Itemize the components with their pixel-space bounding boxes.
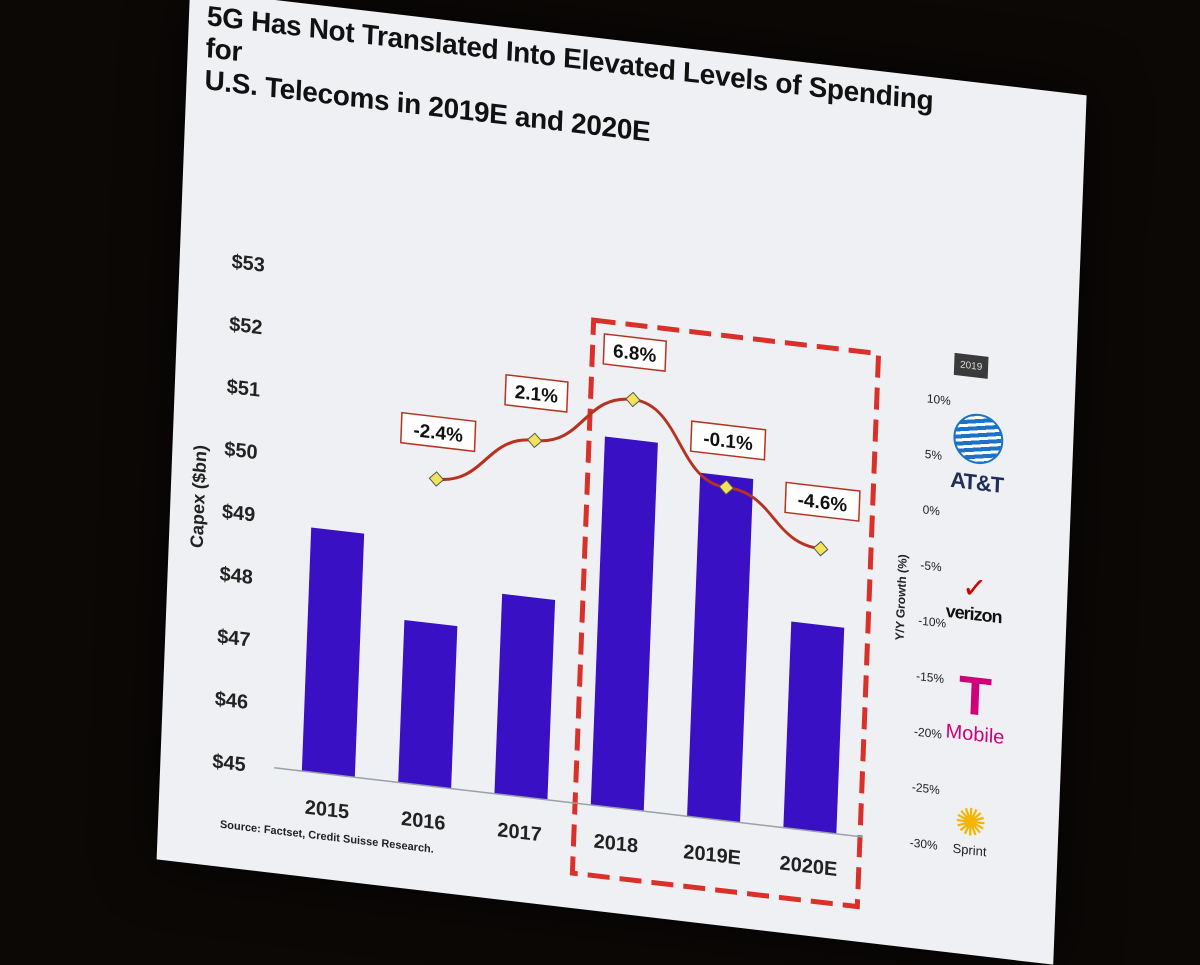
growth-marker bbox=[625, 391, 641, 408]
y-tick-label: $51 bbox=[226, 376, 260, 402]
x-tick-label: 2016 bbox=[401, 808, 446, 835]
y-tick-label: $46 bbox=[214, 688, 248, 714]
tmobile-logo: T Mobile bbox=[930, 664, 1023, 751]
y-tick-label: $47 bbox=[217, 626, 251, 652]
y2-tick-label: 5% bbox=[924, 447, 942, 463]
growth-label-box bbox=[689, 420, 767, 461]
capex-bar bbox=[301, 527, 365, 778]
y2-axis-title: Y/Y Growth (%) bbox=[893, 553, 910, 641]
growth-label-box bbox=[602, 333, 667, 372]
y-tick-label: $45 bbox=[212, 751, 246, 777]
presentation-slide: 5G Has Not Translated Into Elevated Leve… bbox=[156, 0, 1087, 965]
verizon-logo: ✓ verizon bbox=[928, 569, 1020, 630]
x-tick-label: 2017 bbox=[497, 819, 542, 846]
growth-label-box bbox=[400, 411, 477, 453]
sprint-logo: ✺ Sprint bbox=[929, 800, 1011, 862]
y-tick-label: $53 bbox=[231, 251, 265, 277]
x-tick-label: 2019E bbox=[683, 841, 741, 870]
y2-tick-label: -15% bbox=[916, 669, 945, 686]
y-tick-label: $50 bbox=[224, 438, 258, 464]
x-tick-label: 2015 bbox=[304, 797, 349, 824]
capex-bar bbox=[494, 593, 556, 800]
capex-bar bbox=[687, 472, 754, 823]
capex-bar bbox=[783, 621, 845, 834]
att-globe-icon bbox=[952, 411, 1005, 467]
y-tick-label: $48 bbox=[219, 563, 253, 589]
y2-tick-label: 10% bbox=[927, 391, 952, 408]
growth-marker bbox=[428, 471, 445, 487]
y2-tick-label: -20% bbox=[914, 724, 943, 741]
y-tick-label: $49 bbox=[222, 501, 256, 527]
x-tick-label: 2018 bbox=[593, 830, 638, 857]
growth-label-box bbox=[784, 481, 861, 522]
x-tick-label: 2020E bbox=[779, 852, 837, 881]
att-logo: AT&T bbox=[931, 409, 1024, 501]
y2-tick-label: -5% bbox=[920, 558, 942, 575]
y2-tick-label: -10% bbox=[918, 613, 947, 630]
x-axis-line bbox=[274, 767, 863, 838]
growth-data-label: 6.8% bbox=[613, 341, 657, 367]
highlight-box bbox=[569, 317, 882, 910]
growth-marker bbox=[718, 479, 735, 496]
photo-stage: 5G Has Not Translated Into Elevated Leve… bbox=[156, 0, 1087, 965]
capex-bar bbox=[590, 436, 658, 812]
growth-marker bbox=[526, 432, 543, 449]
y2-tick-label: -30% bbox=[910, 835, 939, 852]
growth-marker bbox=[812, 540, 829, 557]
growth-label-box bbox=[504, 373, 569, 413]
capex-bar bbox=[398, 619, 458, 789]
y-axis-title: Capex ($bn) bbox=[187, 444, 211, 549]
capex-chart: -2.4%2.1%6.8%-0.1%-4.6% $45$46$47$48$49$… bbox=[187, 251, 952, 910]
growth-data-label: 2.1% bbox=[514, 382, 558, 408]
y-tick-label: $52 bbox=[229, 313, 263, 339]
y2-tick-label: -25% bbox=[912, 780, 941, 797]
y2-tick-label: 0% bbox=[922, 502, 940, 518]
